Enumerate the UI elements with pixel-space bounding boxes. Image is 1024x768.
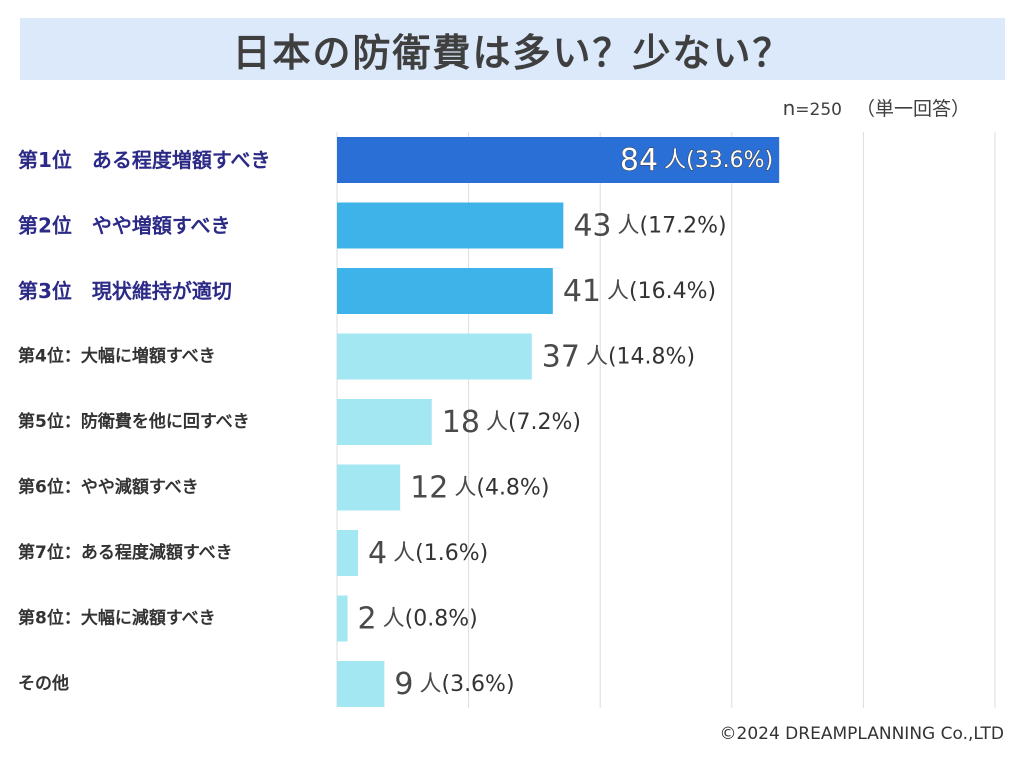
chart-title: 日本の防衛費は多い？少ない？	[232, 30, 793, 75]
value-label: 18 人(7.2%)	[442, 405, 581, 440]
category-label: 第3位 現状維持が適切	[18, 279, 232, 303]
category-label: 第6位：やや減額すべき	[18, 477, 199, 498]
bar	[337, 399, 432, 445]
title-band: 日本の防衛費は多い？少ない？	[20, 18, 1005, 80]
value-label: 37 人(14.8%)	[542, 339, 695, 374]
value-label: 41 人(16.4%)	[563, 274, 716, 309]
bar	[337, 137, 780, 183]
sample-n-label: n	[782, 96, 796, 120]
category-label: 第5位：防衛費を他に回すべき	[18, 411, 250, 432]
category-label: 第2位 やや増額すべき	[18, 214, 231, 238]
value-label: 4 人(1.6%)	[368, 536, 488, 571]
value-label: 9 人(3.6%)	[394, 667, 514, 702]
bar	[337, 268, 553, 314]
value-label: 2 人(0.8%)	[358, 601, 478, 636]
bar	[337, 464, 401, 511]
copyright: ©2024 DREAMPLANNING Co.,LTD	[719, 724, 1004, 744]
bar	[337, 595, 348, 642]
sample-n-value: =250	[795, 100, 842, 120]
category-label: 第1位 ある程度増額すべき	[18, 148, 271, 172]
bar	[337, 661, 385, 707]
value-label: 84 人(33.6%)	[620, 143, 773, 178]
bar	[337, 202, 564, 249]
category-label: 第4位：大幅に増額すべき	[18, 346, 216, 367]
answer-type: （単一回答）	[855, 98, 970, 120]
value-label: 43 人(17.2%)	[573, 208, 726, 243]
category-label: 第8位：大幅に減額すべき	[18, 608, 216, 629]
category-label: その他	[18, 673, 69, 694]
bar	[337, 333, 532, 380]
bar	[337, 530, 359, 576]
category-label: 第7位：ある程度減額すべき	[18, 542, 233, 563]
value-label: 12 人(4.8%)	[410, 470, 549, 505]
sample-size: n=250 （単一回答）	[740, 94, 970, 121]
